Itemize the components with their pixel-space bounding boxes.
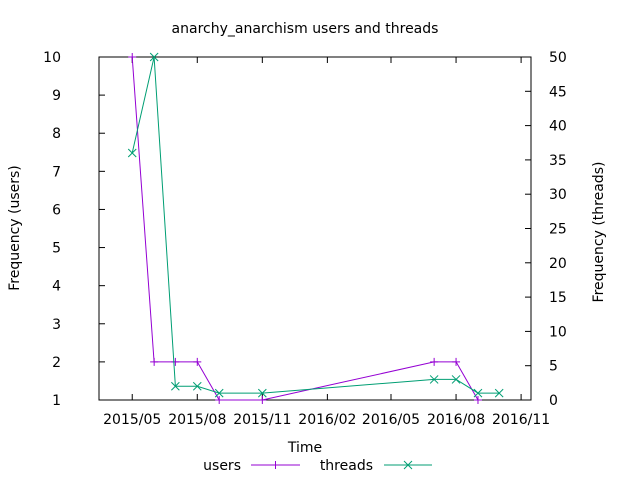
y2-tick-label: 15 xyxy=(549,290,567,306)
y-tick-label: 7 xyxy=(52,164,61,180)
x-tick-label: 2015/08 xyxy=(168,412,226,428)
y-tick-label: 10 xyxy=(43,50,61,66)
threads-point xyxy=(257,388,267,398)
users-point xyxy=(452,357,461,366)
users-point xyxy=(215,396,224,404)
y2-tick-label: 40 xyxy=(549,119,567,135)
users-point xyxy=(193,357,202,366)
legend-label: threads xyxy=(320,458,373,474)
y-tick-label: 8 xyxy=(52,126,61,142)
y2-tick-label: 30 xyxy=(549,187,567,203)
plot-border xyxy=(98,56,532,401)
y2-tick-label: 50 xyxy=(549,50,567,66)
y2-tick-label: 25 xyxy=(549,222,567,238)
x-tick-label: 2016/08 xyxy=(427,412,485,428)
bottom-axis: 2015/05 2015/08 2015/11 2016/02 2016/05 2016/… xyxy=(103,57,550,428)
y-tick-label: 4 xyxy=(52,279,61,295)
x-tick-label: 2016/02 xyxy=(298,412,356,428)
y2-tick-label: 35 xyxy=(549,153,567,169)
x-tick-label: 2015/05 xyxy=(103,412,161,428)
left-axis: 1 2 3 4 5 6 7 8 9 10 xyxy=(43,50,105,409)
legend-item-threads: threads xyxy=(320,458,432,474)
threads-line xyxy=(131,56,500,394)
plot-frame xyxy=(98,56,532,401)
x-tick-label: 2015/11 xyxy=(233,412,291,428)
users-point xyxy=(473,396,482,404)
y-axis-label: Frequency (users) xyxy=(7,165,23,291)
chart-title: anarchy_anarchism users and threads xyxy=(172,21,439,37)
threads-point xyxy=(149,52,159,62)
y2-tick-label: 20 xyxy=(549,256,567,272)
y2-tick-label: 10 xyxy=(549,324,567,340)
y-tick-label: 6 xyxy=(52,202,61,218)
threads-point xyxy=(494,388,504,398)
y2-axis-label: Frequency (threads) xyxy=(591,162,607,303)
legend-item-users: users xyxy=(203,458,300,474)
users-point xyxy=(258,396,267,404)
threads-point xyxy=(171,381,180,391)
legend-marker xyxy=(403,460,413,470)
threads-point xyxy=(473,388,483,398)
series-users xyxy=(128,53,482,404)
users-point xyxy=(171,357,180,366)
legend-marker xyxy=(271,461,280,469)
y-tick-label: 9 xyxy=(52,88,61,104)
x-tick-label: 2016/05 xyxy=(362,412,420,428)
users-line xyxy=(131,56,479,401)
legend-label: users xyxy=(203,458,241,474)
y2-tick-label: 5 xyxy=(549,359,558,375)
threads-point xyxy=(214,388,224,398)
users-point xyxy=(150,357,159,366)
threads-point xyxy=(429,375,439,384)
users-point xyxy=(128,53,137,61)
y-tick-label: 5 xyxy=(52,241,61,257)
users-point xyxy=(430,357,439,366)
y2-tick-label: 45 xyxy=(549,84,567,100)
x-axis-label: Time xyxy=(287,440,322,456)
y-tick-label: 2 xyxy=(52,355,61,371)
series-layer xyxy=(127,52,504,404)
y-tick-label: 1 xyxy=(52,393,61,409)
x-tick-label: 2016/11 xyxy=(492,412,550,428)
threads-point xyxy=(127,148,137,158)
series-threads xyxy=(127,52,504,398)
threads-point xyxy=(451,375,461,384)
legend: users threads xyxy=(203,458,432,474)
y-tick-label: 3 xyxy=(52,317,61,333)
right-axis: 0 5 10 15 20 25 30 35 40 45 50 xyxy=(525,50,567,409)
threads-point xyxy=(192,381,202,391)
y2-tick-label: 0 xyxy=(549,393,558,409)
